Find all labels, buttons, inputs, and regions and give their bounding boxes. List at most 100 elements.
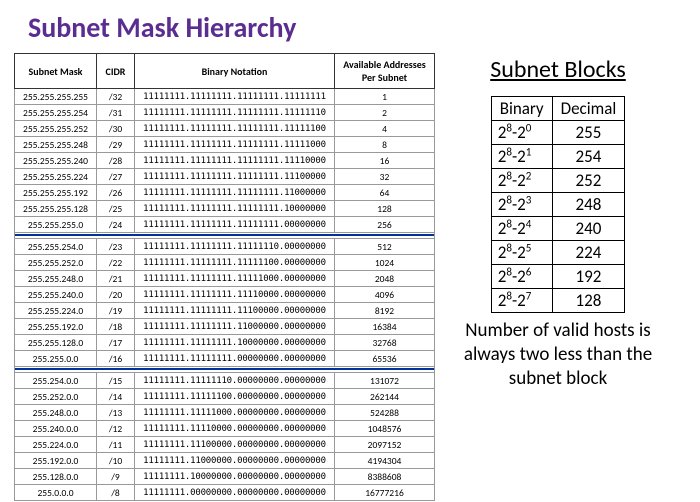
cell: 255.255.255.192	[15, 185, 97, 201]
cell: 255.255.192.0	[15, 319, 97, 335]
cell: 11111111.11111111.11111111.11111110	[135, 105, 335, 121]
cell: 4096	[335, 287, 435, 303]
table-row: 255.192.0.0/1011111111.11000000.00000000…	[15, 453, 435, 469]
cell: 11111111.11111111.11111111.11110000	[135, 153, 335, 169]
cell: 255.255.255.248	[15, 137, 97, 153]
cell: 11111111.11111111.11000000.00000000	[135, 319, 335, 335]
cell: /27	[97, 169, 135, 185]
cell: /12	[97, 421, 135, 437]
table-row: 255.240.0.0/1211111111.11110000.00000000…	[15, 421, 435, 437]
cell: /32	[97, 89, 135, 105]
cell: /14	[97, 389, 135, 405]
cell: 11111111.11111111.10000000.00000000	[135, 335, 335, 351]
table-row: 255.255.240.0/2011111111.11111111.111100…	[15, 287, 435, 303]
cell: 255.255.252.0	[15, 255, 97, 271]
table-row: 255.224.0.0/1111111111.11100000.00000000…	[15, 437, 435, 453]
binary-cell: 28-23	[491, 193, 552, 217]
cell: 255.254.0.0	[15, 373, 97, 389]
cell: 255.248.0.0	[15, 405, 97, 421]
cell: 11111111.11111111.11100000.00000000	[135, 303, 335, 319]
cell: 11111111.11111111.11111110.00000000	[135, 239, 335, 255]
cell: /19	[97, 303, 135, 319]
side-row: 28-26192	[491, 265, 625, 289]
table-row: 255.254.0.0/1511111111.11111110.00000000…	[15, 373, 435, 389]
cell: 255.252.0.0	[15, 389, 97, 405]
cell: 255.255.255.224	[15, 169, 97, 185]
decimal-cell: 240	[552, 217, 625, 241]
col-subnet-mask: Subnet Mask	[15, 54, 97, 89]
cell: /25	[97, 201, 135, 217]
cell: 256	[335, 217, 435, 233]
cell: /15	[97, 373, 135, 389]
table-row: 255.255.224.0/1911111111.11111111.111000…	[15, 303, 435, 319]
cell: /21	[97, 271, 135, 287]
cell: 65536	[335, 351, 435, 367]
cell: 255.128.0.0	[15, 469, 97, 485]
table-row: 255.255.255.192/2611111111.11111111.1111…	[15, 185, 435, 201]
cell: 1024	[335, 255, 435, 271]
cell: 255.255.248.0	[15, 271, 97, 287]
cell: 262144	[335, 389, 435, 405]
cell: /11	[97, 437, 135, 453]
cell: 1	[335, 89, 435, 105]
cell: 255.192.0.0	[15, 453, 97, 469]
binary-cell: 28-22	[491, 169, 552, 193]
cell: /30	[97, 121, 135, 137]
cell: 255.255.255.254	[15, 105, 97, 121]
cell: /18	[97, 319, 135, 335]
table-row: 255.0.0.0/811111111.00000000.00000000.00…	[15, 485, 435, 501]
cell: 11111111.10000000.00000000.00000000	[135, 469, 335, 485]
cell: /28	[97, 153, 135, 169]
side-row: 28-21254	[491, 145, 625, 169]
cell: 255.255.0.0	[15, 351, 97, 367]
table-row: 255.255.255.254/3111111111.11111111.1111…	[15, 105, 435, 121]
cell: 32	[335, 169, 435, 185]
cell: /8	[97, 485, 135, 501]
subnet-blocks-table: Binary Decimal 28-2025528-2125428-222522…	[491, 96, 626, 313]
cell: /10	[97, 453, 135, 469]
cell: 8	[335, 137, 435, 153]
table-row: 255.255.255.255/3211111111.11111111.1111…	[15, 89, 435, 105]
cell: /31	[97, 105, 135, 121]
subnet-mask-table: Subnet Mask CIDR Binary Notation Availab…	[14, 53, 435, 501]
cell: 16	[335, 153, 435, 169]
cell: 11111111.11111110.00000000.00000000	[135, 373, 335, 389]
side-panel: Subnet Blocks Binary Decimal 28-2025528-…	[453, 53, 663, 501]
page-title: Subnet Mask Hierarchy	[0, 0, 700, 53]
cell: 11111111.11111111.11111111.10000000	[135, 201, 335, 217]
table-row: 255.255.254.0/2311111111.11111111.111111…	[15, 239, 435, 255]
cell: /9	[97, 469, 135, 485]
cell: 16777216	[335, 485, 435, 501]
cell: /20	[97, 287, 135, 303]
cell: 11111111.11111111.11111000.00000000	[135, 271, 335, 287]
cell: 512	[335, 239, 435, 255]
table-row: 255.255.0.0/1611111111.11111111.00000000…	[15, 351, 435, 367]
cell: 255.240.0.0	[15, 421, 97, 437]
cell: 255.255.255.0	[15, 217, 97, 233]
cell: /13	[97, 405, 135, 421]
cell: 4	[335, 121, 435, 137]
side-row: 28-27128	[491, 289, 625, 313]
binary-cell: 28-20	[491, 121, 552, 145]
cell: 11111111.11111111.11111111.11111000	[135, 137, 335, 153]
table-row: 255.255.192.0/1811111111.11111111.110000…	[15, 319, 435, 335]
cell: 524288	[335, 405, 435, 421]
table-row: 255.255.255.248/2911111111.11111111.1111…	[15, 137, 435, 153]
cell: 4194304	[335, 453, 435, 469]
cell: 11111111.11111111.11111111.11111100	[135, 121, 335, 137]
cell: 11111111.11111000.00000000.00000000	[135, 405, 335, 421]
cell: 32768	[335, 335, 435, 351]
cell: 11111111.11111111.11111111.00000000	[135, 217, 335, 233]
side-caption: Number of valid hosts is always two less…	[453, 319, 663, 390]
binary-cell: 28-26	[491, 265, 552, 289]
col-cidr: CIDR	[97, 54, 135, 89]
table-row: 255.252.0.0/1411111111.11111100.00000000…	[15, 389, 435, 405]
table-row: 255.255.255.128/2511111111.11111111.1111…	[15, 201, 435, 217]
cell: 11111111.11110000.00000000.00000000	[135, 421, 335, 437]
cell: 8192	[335, 303, 435, 319]
decimal-cell: 252	[552, 169, 625, 193]
cell: 255.255.128.0	[15, 335, 97, 351]
content-area: Subnet Mask CIDR Binary Notation Availab…	[0, 53, 700, 501]
decimal-cell: 224	[552, 241, 625, 265]
cell: /16	[97, 351, 135, 367]
